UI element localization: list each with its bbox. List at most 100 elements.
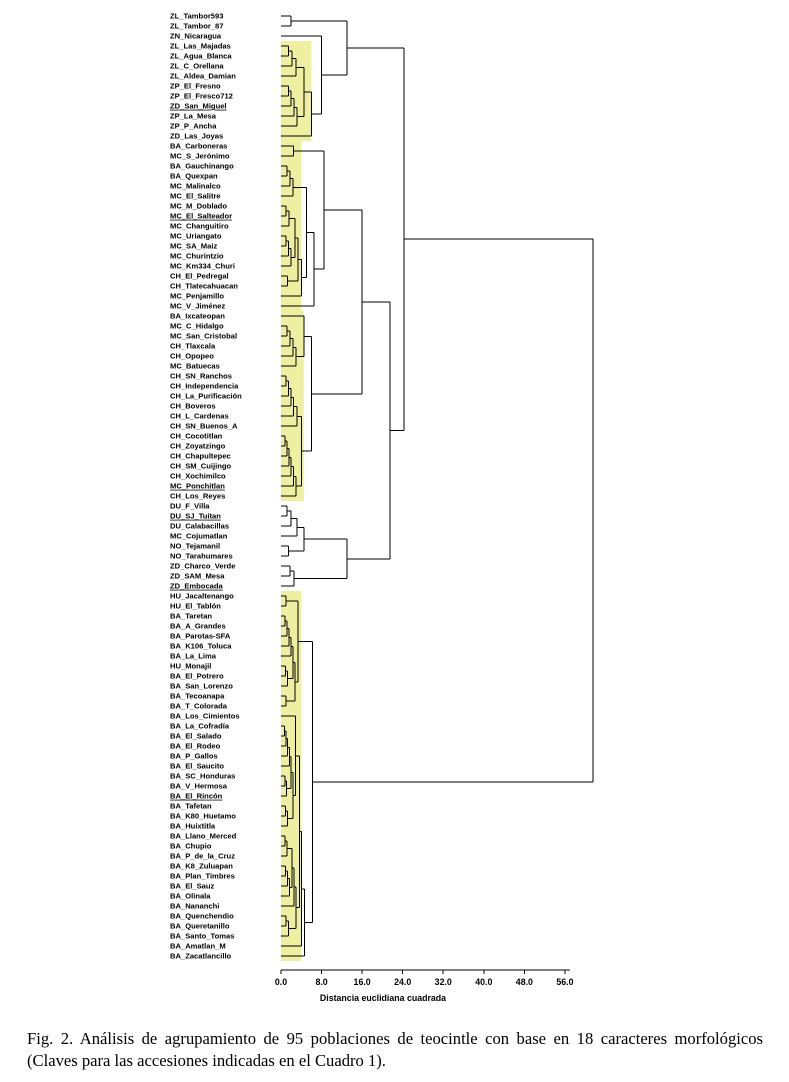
leaf-label: DU_Calabacillas [170, 522, 229, 531]
x-axis-tick-label: 0.0 [275, 977, 287, 987]
leaf-label: MC_V_Jiménez [170, 302, 225, 311]
leaf-label: ZD_San_Miguel [170, 102, 227, 111]
leaf-label: ZL_Tambor593 [170, 12, 223, 21]
leaf-label: BA_Huixtitla [170, 822, 216, 831]
x-axis-tick-label: 56.0 [556, 977, 573, 987]
leaf-label: BA_Zacatlancillo [170, 952, 232, 961]
leaf-label: BA_Olinala [170, 892, 211, 901]
leaf-label: BA_Parotas-SFA [170, 632, 231, 641]
dendrogram-figure: ZL_Tambor593ZL_Tambor_87ZN_NicaraguaZL_L… [170, 12, 594, 1003]
x-axis-tick-label: 24.0 [394, 977, 411, 987]
leaf-label: BA_Quenchendio [170, 912, 234, 921]
leaf-label: BA_Nananchi [170, 902, 219, 911]
leaf-label: MC_M_Doblado [170, 202, 227, 211]
leaf-label: HU_El_Tablón [170, 602, 221, 611]
leaf-label: BA_El_Salado [170, 732, 222, 741]
leaf-label: BA_Amatlan_M [170, 942, 226, 951]
leaf-label: BA_Tafetan [170, 802, 212, 811]
leaf-label: CH_Los_Reyes [170, 492, 225, 501]
leaf-label: BA_Gauchinango [170, 162, 234, 171]
leaf-label: BA_La_Cofradía [170, 722, 230, 731]
leaf-label: CH_Zoyatzingo [170, 442, 226, 451]
leaf-label: MC_Churintzio [170, 252, 224, 261]
leaf-label: BA_Tecoanapa [170, 692, 225, 701]
leaf-label: NO_Tejamanil [170, 542, 220, 551]
leaf-label: ZP_P_Ancha [170, 122, 217, 131]
leaf-label: BA_El_Saucito [170, 762, 224, 771]
leaf-label: BA_Plan_Timbres [170, 872, 235, 881]
x-axis-tick-label: 16.0 [354, 977, 371, 987]
leaf-label: BA_Llano_Merced [170, 832, 237, 841]
leaf-label: CH_La_Purificación [170, 392, 242, 401]
leaf-label: BA_P_de_la_Cruz [170, 852, 235, 861]
leaf-label: CH_Tlatecahuacan [170, 282, 238, 291]
leaf-label: CH_Tlaxcala [170, 342, 216, 351]
leaf-label: MC_Uriangato [170, 232, 222, 241]
leaf-label: BA_Los_Cimientos [170, 712, 240, 721]
leaf-label: ZL_Agua_Blanca [170, 52, 232, 61]
leaf-label: MC_Malinalco [170, 182, 221, 191]
leaf-label: BA_Queretanillo [170, 922, 230, 931]
leaf-label: BA_SC_Honduras [170, 772, 235, 781]
leaf-label: HU_Jacaltenango [170, 592, 234, 601]
figure-caption: Fig. 2. Análisis de agrupamiento de 95 p… [27, 1029, 763, 1070]
leaf-label: BA_Quexpan [170, 172, 218, 181]
leaf-label: ZD_Las_Joyas [170, 132, 223, 141]
leaf-label: CH_Xochimilco [170, 472, 226, 481]
x-axis-tick-label: 48.0 [516, 977, 533, 987]
leaf-label: CH_L_Cardenas [170, 412, 229, 421]
leaf-label: MC_Batuecas [170, 362, 220, 371]
leaf-label: ZL_C_Orellana [170, 62, 224, 71]
x-axis-title: Distancia euclidiana cuadrada [320, 993, 446, 1003]
leaf-label: BA_El_Rincón [170, 792, 223, 801]
leaf-label: BA_Santo_Tomas [170, 932, 234, 941]
leaf-label: DU_F_Villa [170, 502, 210, 511]
x-axis-tick-label: 8.0 [315, 977, 327, 987]
leaf-label: MC_SA_Maiz [170, 242, 217, 251]
leaf-label: BA_Carboneras [170, 142, 227, 151]
leaf-label: CH_El_Pedregal [170, 272, 229, 281]
leaf-label: MC_Cojumatlan [170, 532, 228, 541]
leaf-label: MC_Penjamillo [170, 292, 224, 301]
leaf-label: BA_K106_Toluca [170, 642, 232, 651]
leaf-label: CH_Boveros [170, 402, 216, 411]
leaf-label: BA_La_Lima [170, 652, 217, 661]
cluster-highlight [281, 41, 312, 141]
leaf-label: ZD_SAM_Mesa [170, 572, 225, 581]
leaf-label: ZD_Charco_Verde [170, 562, 235, 571]
leaf-label: CH_Cocotitlan [170, 432, 223, 441]
leaf-label: BA_El_Rodeo [170, 742, 221, 751]
leaf-label: MC_El_Salitre [170, 192, 221, 201]
cluster-highlight [281, 141, 302, 311]
leaf-label: CH_SN_Ranchos [170, 372, 232, 381]
leaf-label: CH_Opopeo [170, 352, 214, 361]
leaf-label: ZL_Aldea_Damian [170, 72, 236, 81]
leaf-label: ZP_El_Fresno [170, 82, 221, 91]
leaf-label: ZD_Embocada [170, 582, 224, 591]
leaf-label: MC_San_Cristobal [170, 332, 237, 341]
leaf-label: HU_Monajil [170, 662, 211, 671]
leaf-label: BA_El_Potrero [170, 672, 224, 681]
leaf-label: BA_Taretan [170, 612, 212, 621]
leaf-label: ZN_Nicaragua [170, 32, 222, 41]
leaf-label: MC_C_Hidalgo [170, 322, 224, 331]
leaf-label: MC_Ponchitlan [170, 482, 225, 491]
leaf-label: NO_Tarahumares [170, 552, 233, 561]
leaf-label: ZL_Tambor_87 [170, 22, 223, 31]
x-axis-tick-label: 32.0 [435, 977, 452, 987]
leaf-label: MC_Changuitiro [170, 222, 229, 231]
leaf-label: MC_Km334_Churi [170, 262, 235, 271]
leaf-label: BA_A_Grandes [170, 622, 226, 631]
leaf-label: ZP_El_Fresco712 [170, 92, 233, 101]
leaf-label: BA_San_Lorenzo [170, 682, 233, 691]
leaf-label: CH_Chapultepec [170, 452, 231, 461]
x-axis-tick-label: 40.0 [475, 977, 492, 987]
leaf-label: BA_El_Sauz [170, 882, 215, 891]
leaf-label: ZP_La_Mesa [170, 112, 217, 121]
leaf-label: CH_Independencia [170, 382, 239, 391]
leaf-label: BA_K8_Zuluapan [170, 862, 233, 871]
leaf-label: MC_El_Salteador [170, 212, 232, 221]
leaf-label: BA_V_Hermosa [170, 782, 228, 791]
leaf-label: CH_SN_Buenos_A [170, 422, 238, 431]
